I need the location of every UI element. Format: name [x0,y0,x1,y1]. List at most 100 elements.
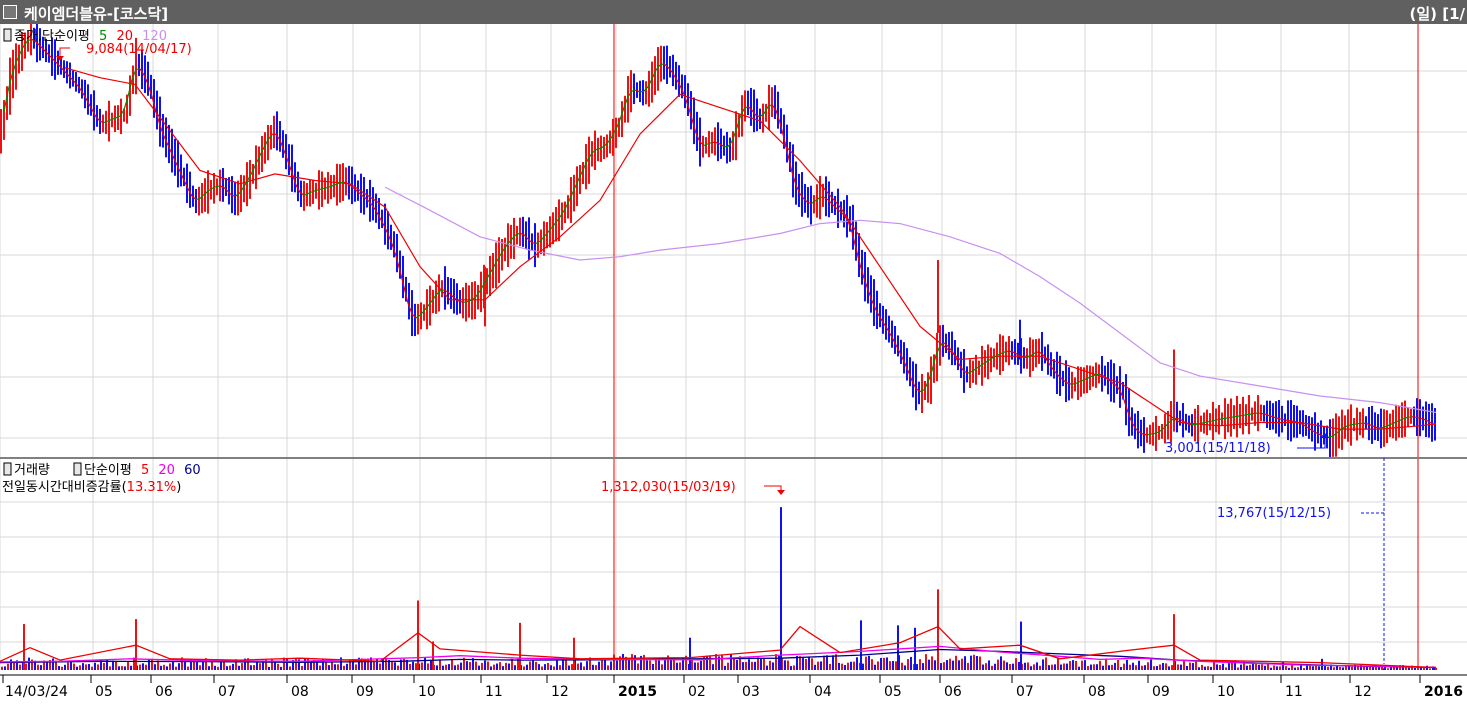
ma5-segment [775,109,781,123]
ma5-segment [611,129,617,137]
ma5-segment [855,247,861,265]
ma5-segment [511,234,517,240]
ma5-segment [119,109,125,117]
ma5-segment [207,188,213,192]
price-legend[interactable]: 종가,단순이평 5 20 120 [3,28,167,44]
x-tick-label: 07 [218,684,236,700]
x-tick-label: 10 [1217,684,1235,700]
ma5-segment [563,202,569,211]
x-tick-label: 09 [1152,684,1170,700]
ma5-segment [947,345,953,352]
window-menu-icon[interactable] [3,5,17,19]
ma5-segment [39,45,45,51]
ma5-segment [659,63,665,66]
ma5-segment [1111,381,1117,386]
ma5-segment [1071,382,1077,385]
ma5-segment [1355,422,1361,425]
ma5-segment [847,220,853,233]
ma5-segment [1315,432,1321,436]
ma5-segment [1311,429,1317,434]
ma5-segment [907,370,913,381]
ma5-segment [483,276,489,285]
ma5-segment [491,262,497,271]
ma5-segment [783,138,789,156]
ma5-segment [839,210,845,216]
ma5-segment [351,186,357,191]
ma5-segment [975,365,981,370]
ma5-segment [251,163,257,173]
ma5-segment [727,141,733,148]
ma5-segment [151,96,157,113]
ma5-segment [139,68,145,76]
ma5-line [3,38,1437,438]
ma5-segment [475,290,481,297]
ma5-segment [835,207,841,212]
ma5-segment [995,353,1001,357]
ma5-segment [559,210,565,218]
ma5-segment [319,187,325,190]
ma5-segment [235,192,241,197]
ma5-segment [75,83,81,90]
x-tick-label: 2016 [1424,684,1463,700]
ma5-segment [1223,417,1229,420]
ma5-segment [323,186,329,190]
ma5-segment [1019,355,1025,359]
ma5-segment [1423,418,1429,422]
price-low-arrow [1297,438,1326,449]
ma5-segment [871,300,877,311]
ma5-segment [1051,367,1057,374]
ma5-segment [1291,420,1297,423]
ma5-segment [883,323,889,331]
ma5-segment [979,362,985,367]
volume-last-annotation: 13,767(15/12/15) [1217,458,1385,664]
ma5-segment [375,210,381,219]
ma5-segment [895,344,901,354]
ma5-segment [1207,420,1213,423]
ma5-segment [663,63,669,68]
ma5-segment [627,90,633,98]
volume-legend[interactable]: 거래량 단순이평 5 20 60 전일동시간대비증감률(13.31%) [2,462,201,495]
ma5-segment [951,350,957,359]
ma5-segment [23,40,29,46]
ma5-segment [567,194,573,204]
ma5-segment [1043,355,1049,363]
ma5-segment [1351,423,1357,426]
ma5-segment [915,388,921,393]
ma5-segment [215,185,221,188]
ma5-segment [1003,350,1009,353]
ma5-segment [1179,418,1185,423]
ma5-segment [1183,421,1189,425]
ma5-segment [1107,378,1113,383]
ma5-segment [679,85,685,95]
x-tick-label: 10 [418,684,436,700]
ma5-segment [715,141,721,145]
ma5-segment [399,270,405,288]
ma5-segment [1247,413,1253,416]
x-axis: 14/03/24 05 06 07 08 09 10 11 12 2015 02 03 04 05 06 07… [2,675,1463,700]
stock-chart[interactable]: 14/03/24 05 06 07 08 09 10 11 12 2015 02 03 04 05 06 07… [0,24,1467,705]
ma5-segment [687,105,693,120]
ma5-segment [223,187,229,192]
ma5-segment [435,290,441,296]
ma5-segment [1403,416,1409,420]
ma5-segment [547,227,553,233]
ma5-segment [655,64,661,71]
ma5-segment [203,190,209,195]
ma5-segment [1027,354,1033,358]
ma5-segment [147,83,153,97]
ma5-segment [267,133,273,141]
price-low-annotation: 3,001(15/11/18) [1165,433,1329,456]
ma5-segment [227,191,233,197]
ma5-segment [503,243,509,250]
ma5-segment [179,171,185,181]
ma5-segment [411,313,417,319]
ma5-segment [439,289,445,292]
ma5-segment [615,119,621,130]
ma5-segment [523,234,529,240]
ma5-segment [183,179,189,189]
ma5-segment [279,139,285,151]
ma5-segment [419,310,425,316]
price-high-annotation: 9,084(14/04/17) [56,42,192,61]
ma5-segment [95,116,101,122]
ma5-segment [1175,417,1181,420]
